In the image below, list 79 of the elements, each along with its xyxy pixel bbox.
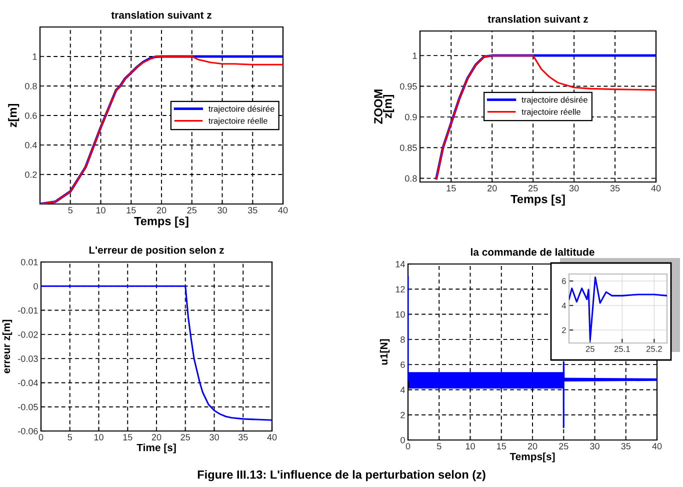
x-tick-label: 40 <box>267 434 277 440</box>
y-tick-label: 0.01 <box>21 258 38 266</box>
x-tick-label: 35 <box>621 443 631 450</box>
x-axis-title: Time [s] <box>136 444 176 454</box>
x-tick-label: 15 <box>123 434 132 440</box>
x-tick-label: 15 <box>126 207 136 214</box>
x-tick-label: 10 <box>466 443 475 450</box>
x-tick-label: 25 <box>559 443 568 450</box>
x-tick-label: 25 <box>586 346 594 352</box>
x-tick-label: 25 <box>180 434 190 440</box>
y-tick-label: -0.01 <box>18 307 38 314</box>
x-tick-label: 20 <box>156 207 166 214</box>
y-tick-label: 8 <box>400 336 405 343</box>
x-tick-label: 30 <box>218 207 227 214</box>
x-tick-label: 0 <box>38 434 44 440</box>
x-tick-label: 40 <box>278 207 288 214</box>
y-tick-label: 10 <box>396 311 405 318</box>
x-tick-label: 15 <box>446 185 456 192</box>
y-tick-label: 4 <box>562 302 566 309</box>
x-tick-label: 5 <box>436 443 442 450</box>
chart-title: L'erreur de position selon z <box>89 246 224 256</box>
x-axis-title: Temps[s] <box>510 452 555 462</box>
legend-label: trajectoire désirée <box>522 96 588 104</box>
x-tick-label: 10 <box>96 207 106 214</box>
text: Figure III.13: L'influence de la perturbation selon (z) <box>198 470 486 482</box>
y-tick-label: 14 <box>396 261 405 268</box>
y-tick-label: 2 <box>400 412 405 418</box>
x-tick-label: 20 <box>488 185 497 192</box>
y-axis-title: u1[N] <box>380 339 390 365</box>
x-axis-title: Temps [s] <box>134 216 188 228</box>
x-tick-label: 5 <box>68 434 72 440</box>
y-tick-label: 12 <box>396 286 405 292</box>
y-tick-label: -0.03 <box>18 356 38 362</box>
x-tick-label: 35 <box>238 434 248 440</box>
y-tick-label: 1 <box>32 54 37 60</box>
chart-title: translation suivant z <box>488 15 588 23</box>
y-tick-label: 0.85 <box>400 144 417 151</box>
y-tick-label: 4 <box>400 386 405 393</box>
chart-title: translation suivant z <box>111 11 212 19</box>
x-tick-label: 10 <box>94 434 104 440</box>
y-tick-label: -0.05 <box>18 404 38 410</box>
legend-label: trajectoire réelle <box>522 108 580 116</box>
x-axis-title: Temps [s] <box>510 194 565 206</box>
y-tick-label: 0.2 <box>25 171 37 178</box>
x-tick-label: 40 <box>652 443 662 450</box>
y-tick-label: 0 <box>34 283 38 290</box>
y-tick-label: 0.9 <box>405 114 417 120</box>
y-axis-title: z[m] <box>8 104 20 128</box>
x-tick-label: 20 <box>152 434 162 440</box>
y-tick-label: -0.04 <box>18 380 38 386</box>
x-tick-label: 25 <box>187 207 197 214</box>
x-tick-label: 35 <box>610 185 620 192</box>
x-tick-label: 25 <box>528 185 538 192</box>
chart-title: la commande de laltitude <box>471 248 594 256</box>
x-tick-label: 25.2 <box>646 346 662 352</box>
y-tick-label: 1 <box>412 52 417 59</box>
y-tick-label: 0.8 <box>25 82 37 90</box>
x-tick-label: 40 <box>651 185 661 192</box>
x-tick-label: 25.1 <box>614 346 630 352</box>
y-tick-label: 0.95 <box>400 83 417 90</box>
y-tick-label: 6 <box>562 278 566 284</box>
y-axis-title: ZOOM z[m] <box>374 90 394 124</box>
x-tick-label: 15 <box>497 443 506 450</box>
legend-label: trajectoire désirée <box>208 106 274 114</box>
legend-label: trajectoire réelle <box>208 118 268 126</box>
x-tick-label: 30 <box>569 185 579 192</box>
x-tick-label: 30 <box>210 434 219 440</box>
y-tick-label: 6 <box>400 362 405 368</box>
y-tick-label: 2 <box>562 327 566 334</box>
y-axis-title: erreur z[m] <box>2 320 12 374</box>
y-tick-label: 0.4 <box>25 142 37 148</box>
x-tick-label: 35 <box>248 207 258 214</box>
y-tick-label: 0.8 <box>405 175 417 182</box>
y-tick-label: -0.02 <box>18 331 38 338</box>
x-tick-label: 20 <box>528 443 538 450</box>
x-tick-label: 30 <box>590 443 600 450</box>
y-tick-label: -0.06 <box>18 428 38 434</box>
x-tick-label: 5 <box>68 207 73 214</box>
y-tick-label: 0.6 <box>25 112 37 119</box>
